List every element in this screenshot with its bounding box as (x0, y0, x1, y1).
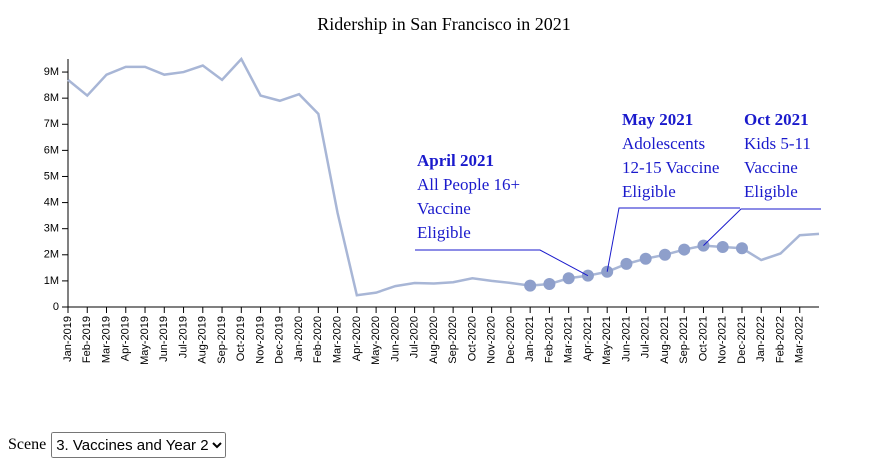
marker (524, 279, 537, 292)
y-tick-label: 4M (44, 196, 59, 208)
chart: Ridership in San Francisco in 2021 0 1M 2M… (44, 14, 821, 365)
scene-select[interactable]: 3. Vaccines and Year 2 (51, 432, 227, 458)
y-tick-label: 6M (44, 144, 59, 156)
marker (678, 243, 691, 256)
x-tick-label: May-2019 (139, 316, 151, 365)
x-tick-label: Dec-2019 (274, 316, 286, 364)
chart-title: Ridership in San Francisco in 2021 (317, 14, 570, 34)
y-tick-label: 5M (44, 170, 59, 182)
x-tick-label: Nov-2021 (717, 316, 729, 364)
marker (658, 248, 671, 261)
x-tick-label: Mar-2022 (794, 316, 806, 363)
x-tick-label: Oct-2021 (697, 316, 709, 361)
y-tick-label: 2M (44, 249, 59, 261)
annotation-text: All People 16+ (417, 175, 520, 194)
y-tick-label: 1M (44, 275, 59, 287)
y-tick-label: 7M (44, 118, 59, 130)
x-tick-label: Feb-2021 (543, 316, 555, 363)
scene-label: Scene (8, 436, 47, 453)
x-tick-label: Feb-2020 (312, 316, 324, 363)
y-tick-label: 0 (53, 301, 59, 313)
x-tick-label: May-2021 (601, 316, 613, 365)
marker (620, 257, 633, 270)
x-tick-label: Nov-2020 (486, 316, 498, 364)
x-tick-label: Mar-2019 (100, 316, 112, 363)
x-tick-label: Sep-2020 (447, 316, 459, 364)
marker (716, 240, 729, 253)
x-tick-label: Mar-2021 (563, 316, 575, 363)
annotation-title: May 2021 (622, 110, 693, 129)
x-tick-label: Sep-2021 (678, 316, 690, 364)
x-tick-label: Jun-2020 (389, 316, 401, 362)
annotation-title: April 2021 (417, 151, 494, 170)
x-tick-label: Nov-2019 (254, 316, 266, 364)
annotation-text: Vaccine (744, 158, 798, 177)
x-tick-label: Apr-2019 (120, 316, 132, 361)
x-tick-label: Aug-2019 (197, 316, 209, 364)
x-tick-label: Jul-2019 (177, 316, 189, 358)
annotation-connector (415, 249, 589, 277)
x-tick-label: Feb-2022 (774, 316, 786, 363)
annotation-text: Vaccine (417, 199, 471, 218)
annotation-connector (703, 208, 821, 247)
marker (639, 252, 652, 265)
x-tick-label: Dec-2021 (736, 316, 748, 364)
marker (562, 272, 575, 285)
x-tick-label: Jul-2020 (409, 316, 421, 358)
annotation-text: Kids 5-11 (744, 134, 811, 153)
x-tick-label: Aug-2021 (659, 316, 671, 364)
x-tick-label: May-2020 (370, 316, 382, 365)
annotation-text: Eligible (417, 223, 471, 242)
x-tick-label: Apr-2021 (582, 316, 594, 361)
x-tick-label: Jun-2019 (158, 316, 170, 362)
x-tick-label: Apr-2020 (351, 316, 363, 361)
x-tick-label: Mar-2020 (331, 316, 343, 363)
x-tick-label: Dec-2020 (505, 316, 517, 364)
x-tick-label: Oct-2019 (235, 316, 247, 361)
x-tick-label: Feb-2019 (81, 316, 93, 363)
annotation-connector (606, 207, 740, 272)
x-tick-label: Jul-2021 (640, 316, 652, 358)
marker (543, 278, 556, 291)
x-tick-label: Jan-2019 (62, 316, 74, 362)
y-tick-label: 3M (44, 223, 59, 235)
annotation-title: Oct 2021 (744, 110, 809, 129)
x-tick-label: Oct-2020 (466, 316, 478, 361)
x-tick-label: Sep-2019 (216, 316, 228, 364)
annotation-text: Eligible (622, 182, 676, 201)
x-tick-label: Jun-2021 (620, 316, 632, 362)
annotation-text: Adolescents (622, 134, 705, 153)
y-tick-label: 9M (44, 66, 59, 78)
x-tick-label: Aug-2020 (428, 316, 440, 364)
marker (735, 242, 748, 255)
scene-control: Scene 3. Vaccines and Year 2 (8, 432, 227, 458)
x-tick-label: Jan-2021 (524, 316, 536, 362)
y-tick-label: 8M (44, 92, 59, 104)
line (67, 56, 820, 297)
x-tick-label: Jan-2022 (755, 316, 767, 362)
annotation-text: 12-15 Vaccine (622, 158, 719, 177)
annotation-text: Eligible (744, 182, 798, 201)
x-tick-label: Jan-2020 (293, 316, 305, 362)
